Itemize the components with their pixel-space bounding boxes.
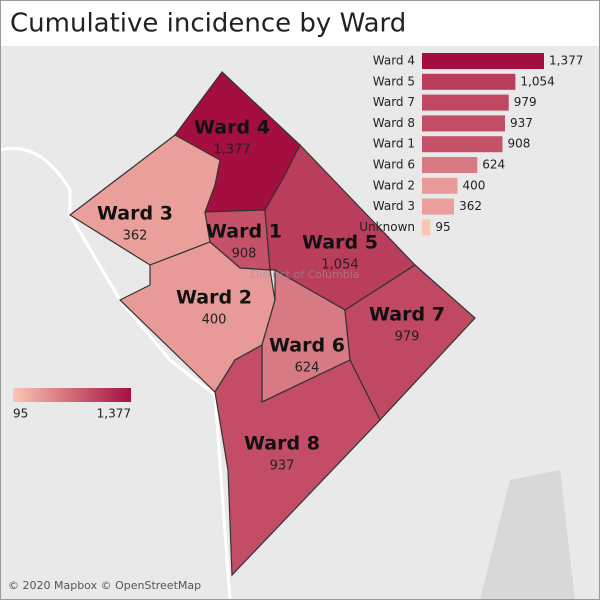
bar-category: Ward 7: [373, 95, 415, 109]
ward-value: 1,377: [213, 143, 250, 158]
ward-value: 400: [202, 313, 227, 328]
bar-value-label: 95: [435, 220, 450, 234]
legend-min: 95: [13, 407, 28, 421]
bar-category: Ward 1: [373, 137, 415, 151]
ward-value: 624: [295, 361, 320, 376]
legend-gradient: [13, 388, 131, 402]
ward-value: 1,054: [321, 258, 358, 273]
bar-value-label: 1,054: [520, 74, 554, 88]
place-label: District of Columbia: [250, 268, 359, 281]
ward-label: Ward 2: [176, 287, 252, 309]
bar: [422, 115, 506, 132]
ward-label: Ward 8: [244, 433, 320, 455]
bar: [422, 177, 458, 194]
ward-value: 979: [395, 330, 420, 345]
bar-value-label: 979: [514, 95, 537, 109]
bar-category: Ward 2: [373, 178, 415, 192]
ward-label: Ward 6: [269, 335, 345, 357]
ward-region: [214, 343, 381, 577]
bar-category: Unknown: [359, 220, 415, 234]
ward-label: Ward 4: [194, 117, 270, 139]
ward-value: 908: [232, 247, 257, 262]
bar-value-label: 937: [510, 116, 533, 130]
attribution: © 2020 Mapbox © OpenStreetMap: [8, 579, 201, 592]
ward-label: Ward 1: [206, 221, 282, 243]
bar-category: Ward 3: [373, 199, 415, 213]
ward-value: 937: [270, 459, 295, 474]
bar: [422, 157, 478, 173]
road: [0, 146, 232, 600]
title: Cumulative incidence by Ward: [10, 9, 406, 39]
bar-category: Ward 8: [373, 116, 415, 130]
park: [480, 470, 575, 600]
ward-label: Ward 5: [302, 232, 378, 254]
ward-value: 362: [123, 229, 148, 244]
bar-category: Ward 5: [373, 74, 415, 88]
bar: [422, 136, 503, 153]
bar: [422, 94, 509, 111]
bar-value-label: 908: [507, 137, 530, 151]
ward-label: Ward 3: [97, 203, 173, 225]
bar-category: Ward 6: [373, 158, 415, 172]
legend-max: 1,377: [97, 407, 131, 421]
bar: [422, 73, 516, 90]
bar-value-label: 624: [482, 158, 505, 172]
ward-label: Ward 7: [369, 304, 445, 326]
bar: [422, 198, 455, 215]
bar: [422, 53, 544, 69]
title-bar: [0, 0, 600, 46]
bar-value-label: 362: [459, 199, 482, 213]
bar-value-label: 1,377: [549, 54, 583, 68]
bar-value-label: 400: [462, 178, 485, 192]
bar-category: Ward 4: [373, 54, 415, 68]
bar: [422, 219, 431, 236]
